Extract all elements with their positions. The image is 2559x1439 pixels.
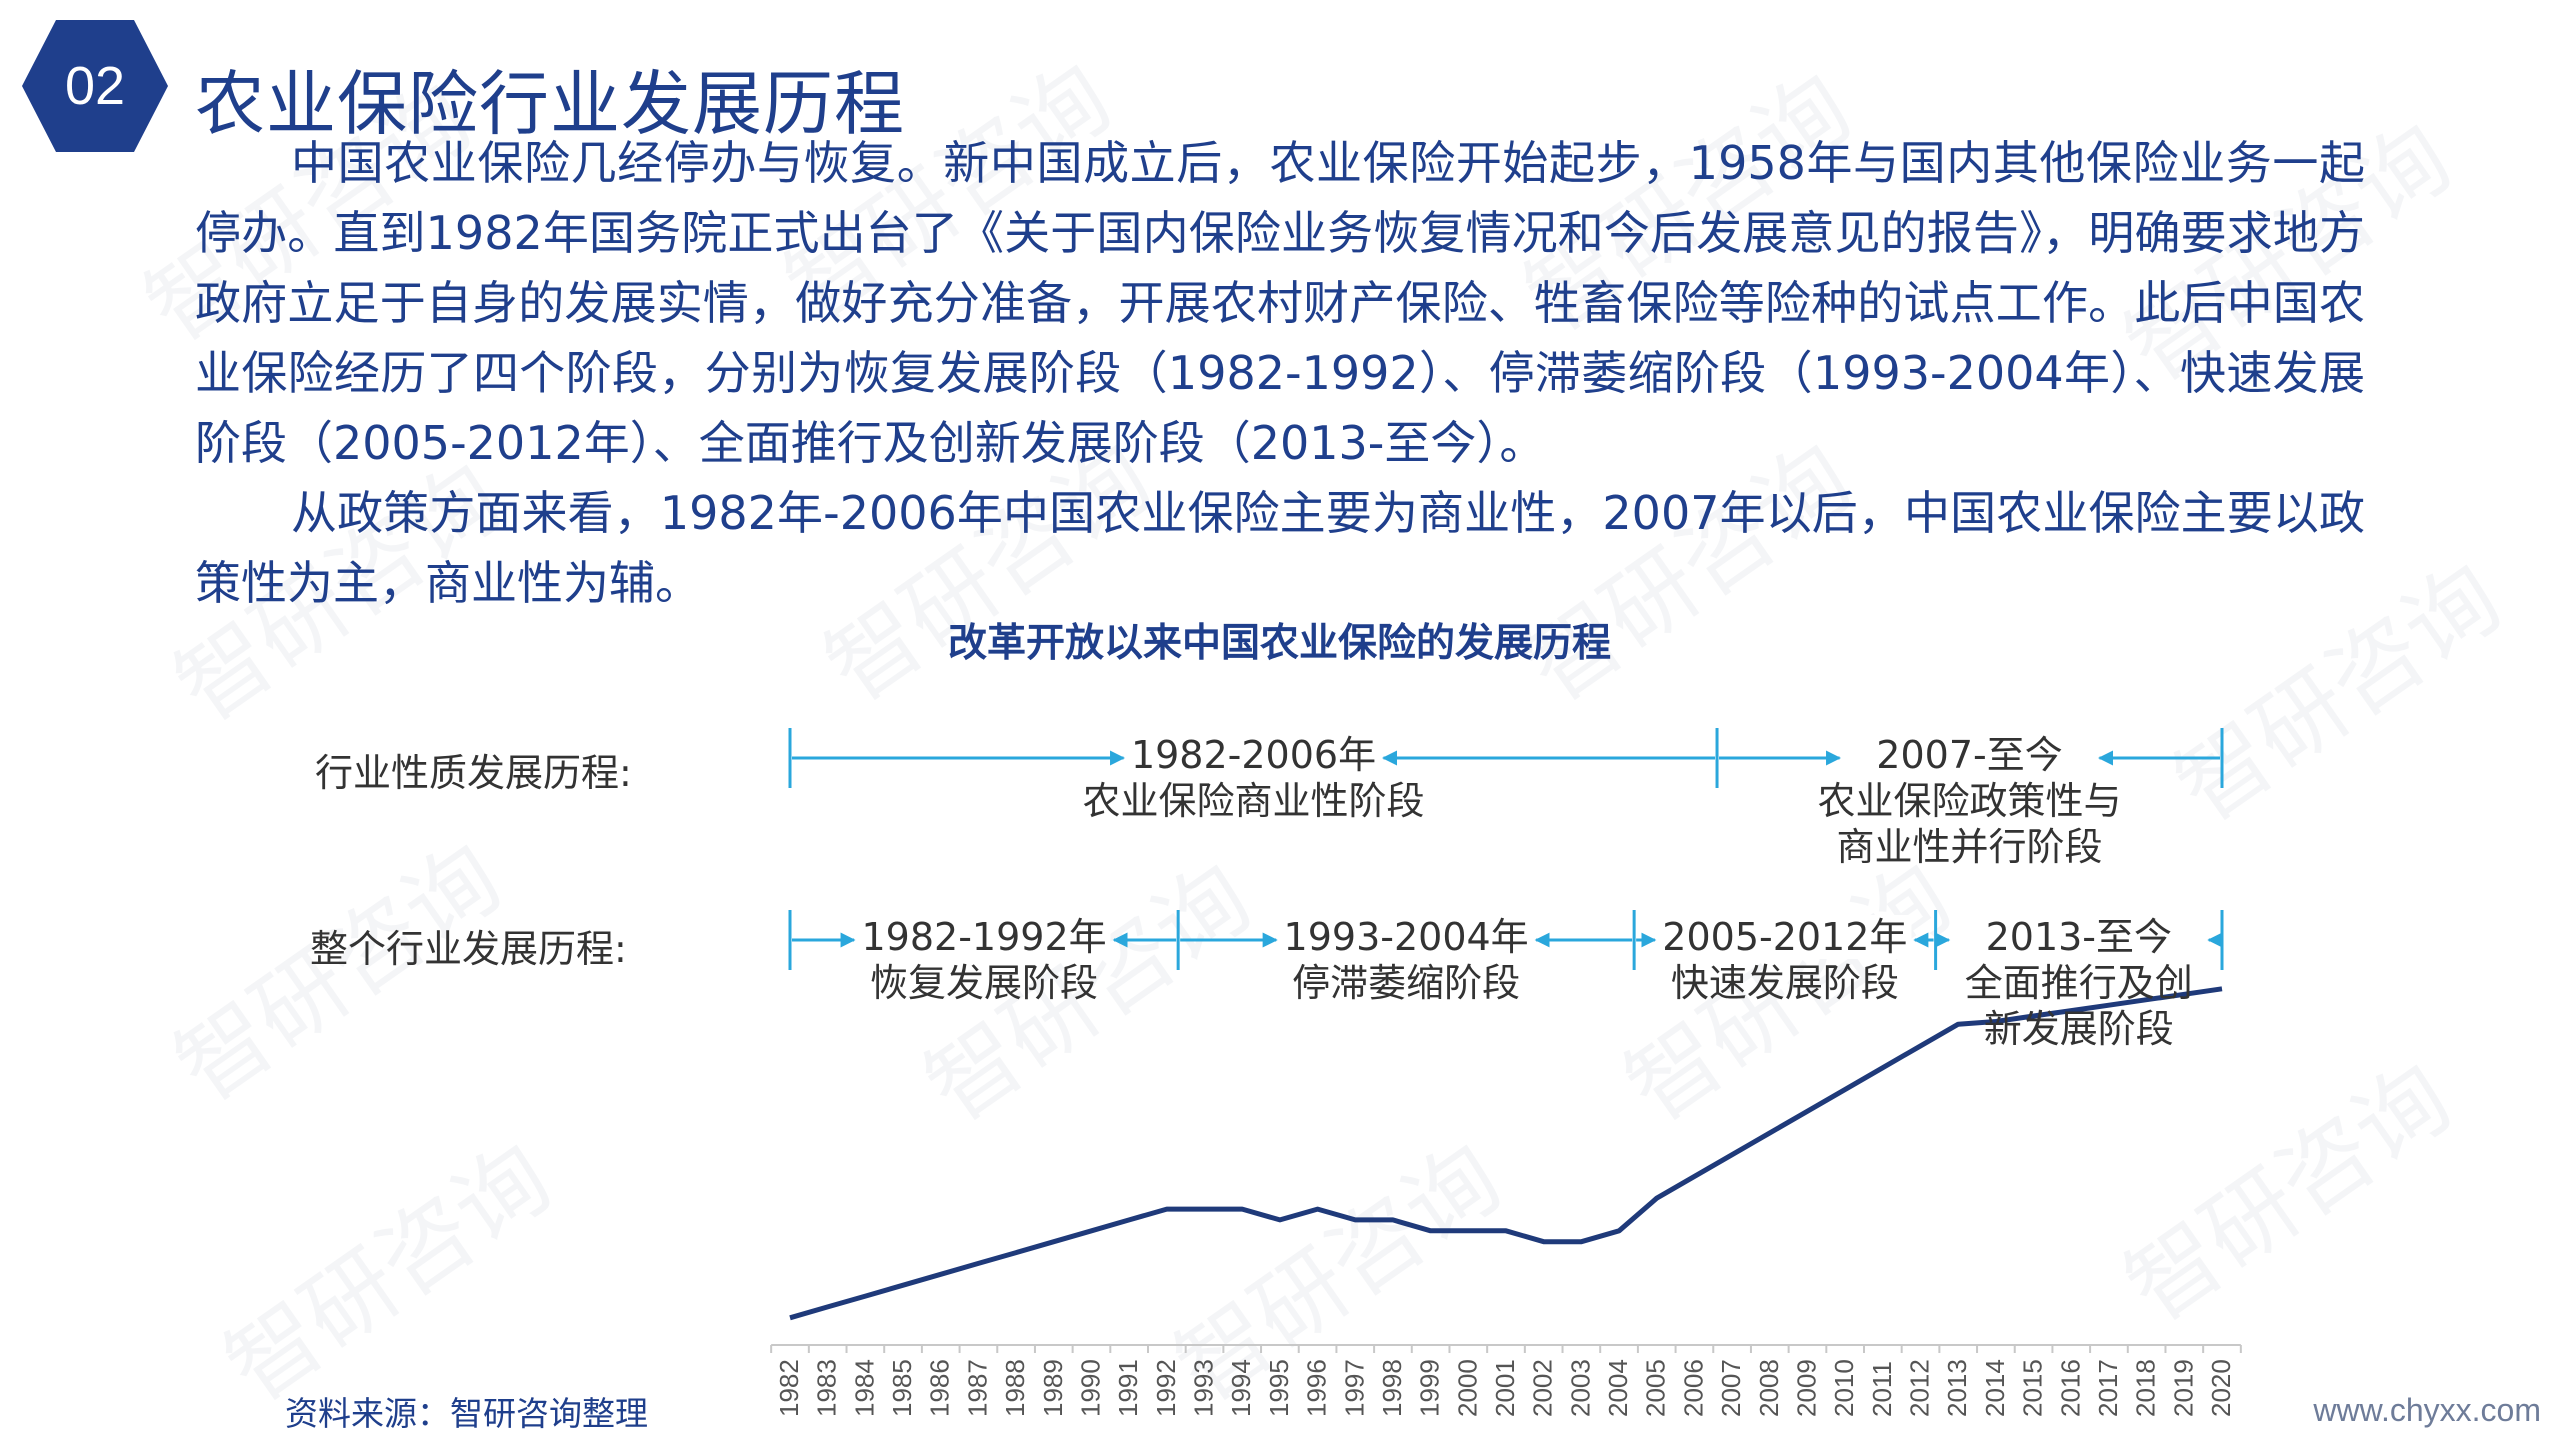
x-tick-label: 2009 — [1792, 1359, 1822, 1417]
row2-stage-label: 1982-1992年 恢复发展阶段 — [857, 914, 1111, 1006]
row2-stage-years: 2005-2012年 — [1658, 915, 1912, 959]
row2-stage-label: 1993-2004年 停滞萎缩阶段 — [1279, 914, 1533, 1006]
section-number: 02 — [64, 56, 126, 116]
x-tick-label: 2008 — [1754, 1359, 1784, 1417]
x-tick-label: 2015 — [2018, 1359, 2048, 1417]
row2-stage-years: 1982-1992年 — [857, 915, 1111, 959]
row1-stage-years: 1982-2006年 — [1126, 733, 1381, 777]
x-axis: 1982 1983 1984 1985 1986 1987 1988 1989 1990 1991… — [770, 1344, 2242, 1417]
x-tick-label: 2000 — [1452, 1359, 1482, 1417]
x-tick-label: 2014 — [1980, 1359, 2010, 1417]
x-tick-label: 1998 — [1377, 1359, 1407, 1417]
x-tick-label: 2001 — [1490, 1359, 1520, 1417]
x-tick-label: 1993 — [1189, 1359, 1219, 1417]
section-badge-hexagon — [22, 20, 168, 152]
row2-stage-name: 新发展阶段 — [1983, 1007, 2174, 1051]
x-tick-label: 2011 — [1867, 1361, 1897, 1417]
x-tick-label: 2003 — [1565, 1359, 1595, 1417]
row1-stage-label: 1982-2006年 农业保险商业性阶段 — [1083, 732, 1425, 824]
row2-stage-years: 2013-至今 — [1981, 915, 2177, 959]
data-line-layer — [789, 986, 2223, 1321]
row2-stage-name: 全面推行及创 — [1964, 961, 2193, 1005]
row2-stage-label: 2005-2012年 快速发展阶段 — [1658, 914, 1912, 1006]
x-tick-label: 2006 — [1678, 1359, 1708, 1417]
x-tick-label: 2010 — [1829, 1359, 1859, 1417]
row1-label: 行业性质发展历程: — [315, 751, 632, 795]
x-tick-label: 1986 — [925, 1359, 955, 1417]
paragraph-2: 从政策方面来看，1982年-2006年中国农业保险主要为商业性，2007年以后，… — [195, 486, 2365, 610]
x-tick-label: 2018 — [2131, 1359, 2161, 1417]
x-tick-label: 2002 — [1528, 1359, 1558, 1417]
x-tick-label: 1982 — [774, 1359, 804, 1417]
x-tick-label: 1983 — [812, 1359, 842, 1417]
x-tick-label: 2007 — [1716, 1359, 1746, 1417]
x-tick-label: 2012 — [1905, 1359, 1935, 1417]
body-text: 中国农业保险几经停办与恢复。新中国成立后，农业保险开始起步，1958年与国内其他… — [195, 128, 2365, 618]
row2-stage-name: 停滞萎缩阶段 — [1292, 961, 1521, 1005]
x-tick-label: 1991 — [1113, 1359, 1143, 1417]
chart-title: 改革开放以来中国农业保险的发展历程 — [947, 621, 1611, 666]
x-tick-label: 2019 — [2168, 1359, 2198, 1417]
x-tick-label: 1996 — [1302, 1359, 1332, 1417]
x-tick-label: 2013 — [1942, 1359, 1972, 1417]
x-tick-label: 2004 — [1603, 1359, 1633, 1417]
row1-stage-label: 2007-至今 农业保险政策性与 商业性并行阶段 — [1818, 732, 2122, 870]
x-tick-label: 1988 — [1000, 1359, 1030, 1417]
x-tick-label: 1987 — [962, 1359, 992, 1417]
row1-stage-years: 2007-至今 — [1872, 733, 2067, 777]
paragraph-1: 中国农业保险几经停办与恢复。新中国成立后，农业保险开始起步，1958年与国内其他… — [195, 136, 2365, 470]
source-note: 资料来源：智研咨询整理 — [285, 1394, 648, 1433]
row1-stage-name: 农业保险商业性阶段 — [1082, 779, 1425, 823]
row2-label: 整个行业发展历程: — [310, 927, 627, 971]
x-tick-label: 1989 — [1038, 1359, 1068, 1417]
x-tick-label: 2017 — [2093, 1359, 2123, 1417]
row1-stage-name: 商业性并行阶段 — [1836, 825, 2103, 869]
stage-arrows — [788, 728, 2224, 970]
x-tick-label: 1997 — [1339, 1359, 1369, 1417]
x-tick-label: 2005 — [1641, 1359, 1671, 1417]
x-tick-label: 1984 — [849, 1359, 879, 1417]
row2-stage-years: 1993-2004年 — [1279, 915, 1533, 959]
x-tick-label: 1990 — [1076, 1359, 1106, 1417]
page-title: 农业保险行业发展历程 — [195, 63, 905, 145]
x-tick-label: 1999 — [1415, 1359, 1445, 1417]
row2-stage-name: 快速发展阶段 — [1670, 961, 1899, 1005]
row2-stage-label: 2013-至今 全面推行及创 新发展阶段 — [1965, 914, 2193, 1052]
x-tick-label: 1994 — [1226, 1359, 1256, 1417]
x-tick-label: 1985 — [887, 1359, 917, 1417]
website-url: www.chyxx.com — [2313, 1392, 2541, 1428]
series-line — [789, 986, 2223, 1321]
x-tick-label: 1992 — [1151, 1359, 1181, 1417]
row1-stage-name: 农业保险政策性与 — [1817, 779, 2122, 823]
x-tick-label: 1995 — [1264, 1359, 1294, 1417]
x-tick-label: 2020 — [2206, 1359, 2236, 1417]
row2-stage-name: 恢复发展阶段 — [870, 961, 1099, 1005]
x-tick-label: 2016 — [2055, 1359, 2085, 1417]
